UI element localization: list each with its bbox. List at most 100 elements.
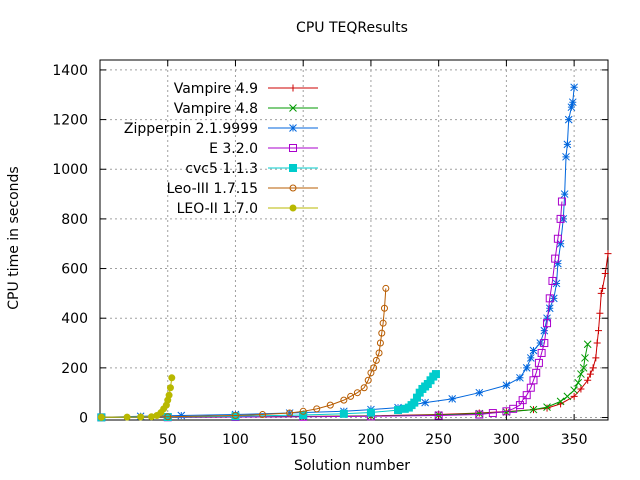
y-tick-label: 1200 bbox=[52, 113, 88, 129]
data-point bbox=[339, 409, 348, 418]
data-point bbox=[599, 284, 607, 292]
data-point bbox=[360, 384, 368, 392]
data-point bbox=[554, 259, 562, 268]
data-point bbox=[586, 370, 594, 378]
series-line bbox=[101, 87, 575, 418]
data-point bbox=[581, 354, 589, 362]
legend-marker bbox=[289, 204, 297, 212]
data-point bbox=[552, 279, 561, 288]
legend-entry: LEO-II 1.7.0 bbox=[177, 201, 318, 217]
data-point bbox=[259, 411, 267, 419]
series-6 bbox=[97, 284, 390, 421]
data-point bbox=[529, 346, 538, 355]
legend-label: Zipperpin 2.1.9999 bbox=[124, 121, 258, 137]
data-point bbox=[394, 406, 403, 415]
legend-entry: Zipperpin 2.1.9999 bbox=[124, 121, 318, 137]
data-point bbox=[563, 392, 572, 401]
data-point bbox=[299, 407, 307, 415]
data-point bbox=[551, 254, 560, 263]
x-ticks: 50 100 150 200 250 300 350 bbox=[159, 60, 588, 448]
data-point bbox=[177, 411, 186, 420]
data-point bbox=[556, 214, 565, 223]
y-tick-label: 400 bbox=[61, 311, 88, 327]
data-point bbox=[475, 410, 484, 419]
data-point bbox=[376, 339, 384, 347]
x-tick-label: 250 bbox=[425, 432, 452, 448]
legend-entry: cvc5 1.1.3 bbox=[185, 161, 318, 177]
legend-entry: E 3.2.0 bbox=[209, 141, 318, 157]
data-point bbox=[559, 215, 568, 223]
x-tick-label: 350 bbox=[561, 432, 588, 448]
data-point bbox=[326, 401, 334, 409]
data-point bbox=[518, 396, 527, 405]
legend-marker bbox=[289, 104, 297, 112]
data-point bbox=[557, 197, 566, 206]
data-point bbox=[375, 349, 383, 357]
data-point bbox=[522, 364, 531, 372]
data-point bbox=[379, 319, 387, 327]
legend-entry: Vampire 4.8 bbox=[174, 101, 318, 117]
data-point bbox=[370, 364, 378, 372]
data-point bbox=[543, 404, 551, 412]
legend-marker bbox=[289, 184, 297, 192]
legend-marker bbox=[289, 84, 297, 92]
data-point bbox=[448, 395, 457, 403]
data-point bbox=[577, 385, 585, 393]
data-point bbox=[540, 339, 549, 348]
series-line bbox=[101, 288, 387, 418]
data-point bbox=[595, 327, 603, 335]
data-point bbox=[562, 152, 570, 161]
data-point bbox=[421, 398, 429, 407]
data-point bbox=[353, 389, 361, 397]
data-point bbox=[570, 392, 578, 400]
data-point bbox=[597, 289, 605, 297]
data-point bbox=[380, 304, 388, 312]
y-tick-label: 200 bbox=[61, 361, 88, 377]
chart-title: CPU TEQResults bbox=[296, 20, 408, 36]
legend: Vampire 4.9 Vampire 4.8 Zipperpin 2.1.9999… bbox=[124, 81, 318, 217]
y-tick-label: 1400 bbox=[52, 63, 88, 79]
series-group bbox=[97, 83, 612, 422]
data-point bbox=[556, 239, 565, 248]
x-tick-label: 100 bbox=[222, 432, 249, 448]
data-point bbox=[378, 329, 386, 337]
legend-marker bbox=[289, 124, 297, 132]
legend-label: Vampire 4.9 bbox=[174, 81, 258, 97]
series-3 bbox=[97, 83, 578, 422]
data-point bbox=[584, 376, 592, 384]
data-point bbox=[123, 413, 131, 421]
y-tick-label: 800 bbox=[61, 212, 88, 228]
legend-label: Leo-III 1.7.15 bbox=[167, 181, 258, 197]
data-point bbox=[522, 391, 531, 400]
data-point bbox=[534, 358, 543, 367]
axes bbox=[99, 59, 609, 421]
data-point bbox=[604, 250, 612, 258]
data-point bbox=[488, 409, 497, 418]
data-point bbox=[286, 409, 294, 417]
legend-entry: Leo-III 1.7.15 bbox=[167, 181, 318, 197]
data-point bbox=[592, 354, 600, 362]
legend-marker bbox=[289, 144, 297, 152]
data-point bbox=[431, 370, 440, 379]
data-point bbox=[165, 391, 173, 399]
data-point bbox=[164, 413, 172, 421]
data-point bbox=[366, 408, 375, 417]
data-point bbox=[583, 340, 592, 349]
x-axis-label: Solution number bbox=[294, 458, 410, 474]
data-point bbox=[577, 370, 585, 378]
data-point bbox=[596, 309, 604, 317]
plot-frame bbox=[99, 59, 609, 421]
data-point bbox=[543, 319, 552, 328]
data-point bbox=[545, 294, 554, 303]
data-point bbox=[540, 326, 549, 335]
data-point bbox=[97, 413, 105, 421]
series-line bbox=[101, 373, 437, 418]
data-point bbox=[515, 401, 524, 410]
y-tick-label: 0 bbox=[79, 411, 88, 427]
data-point bbox=[536, 339, 545, 347]
legend-marker bbox=[289, 164, 297, 172]
data-point bbox=[567, 103, 576, 112]
data-point bbox=[372, 356, 380, 364]
data-point bbox=[589, 364, 597, 372]
